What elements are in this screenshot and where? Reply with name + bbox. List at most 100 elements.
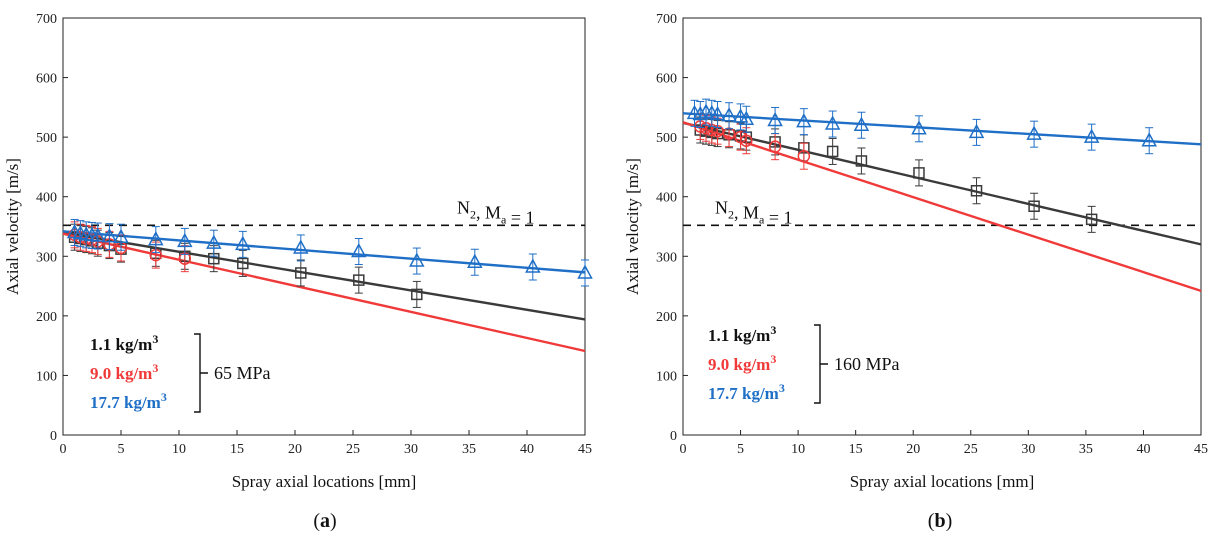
data-point-circle — [740, 134, 753, 147]
legend-label: 17.7 kg/m — [90, 393, 161, 412]
data-point-triangle — [206, 234, 222, 249]
data-point-square — [1085, 213, 1098, 226]
y-tick-label: 500 — [656, 131, 677, 146]
superscript: 3 — [770, 352, 776, 366]
data-point-triangle — [148, 231, 164, 246]
data-point-triangle — [709, 105, 726, 121]
y-tick-label: 700 — [656, 12, 677, 27]
superscript: 3 — [152, 361, 158, 375]
data-point-triangle — [1141, 132, 1157, 147]
y-axis-label: Axial velocity [m/s] — [3, 158, 22, 295]
fit-line-series-3 — [62, 230, 586, 274]
x-tick-label: 35 — [462, 442, 476, 457]
subscript: 2 — [728, 207, 734, 221]
caption-letter: b — [934, 510, 945, 532]
x-tick-label: 15 — [849, 442, 863, 457]
panel-caption: (b) — [928, 510, 952, 532]
legend-entry-1: 1.1 kg/m3 — [708, 323, 776, 345]
data-point-square — [855, 155, 868, 167]
series-3-points — [686, 98, 1157, 155]
legend-label: 1.1 kg/m — [90, 335, 152, 354]
data-point-square — [237, 257, 249, 270]
x-tick-label: 40 — [520, 442, 534, 457]
y-tick-label: 200 — [656, 310, 677, 325]
legend-entry-3: 17.7 kg/m3 — [90, 390, 167, 412]
y-tick-label: 100 — [656, 369, 677, 384]
y-tick-label: 600 — [36, 72, 57, 87]
data-point-square — [913, 167, 925, 179]
x-tick-label: 5 — [737, 442, 744, 457]
data-point-triangle — [767, 111, 783, 127]
legend-entry-1: 1.1 kg/m3 — [90, 332, 158, 354]
x-tick-label: 15 — [230, 442, 244, 457]
y-tick-label: 100 — [36, 369, 57, 384]
reference-line-label: N2, Ma = 1 — [457, 197, 535, 227]
legend-entry-3: 17.7 kg/m3 — [708, 381, 785, 403]
y-tick-label: 0 — [50, 429, 57, 444]
legend-label: 17.7 kg/m — [708, 384, 779, 403]
data-point-square — [295, 267, 307, 279]
y-axis-label: Axial velocity [m/s] — [623, 158, 642, 295]
x-tick-label: 25 — [964, 442, 978, 457]
pressure-label: 160 MPa — [834, 354, 900, 374]
data-point-triangle — [293, 239, 309, 254]
x-tick-label: 30 — [404, 442, 418, 457]
superscript: 3 — [770, 323, 776, 337]
x-axis-label: Spray axial locations [mm] — [850, 472, 1035, 491]
legend-entry-2: 9.0 kg/m3 — [90, 361, 158, 383]
caption-letter: a — [320, 510, 330, 532]
fit-line-series-1 — [62, 231, 586, 321]
fit-line-series-2 — [682, 121, 1202, 292]
chart-panel-a: 0 100 200 300 400 500 600 700 0 5 10 15 20 25 30 35 40 45… — [3, 12, 593, 532]
data-point-triangle — [796, 113, 812, 128]
data-point-triangle — [692, 105, 709, 121]
legend-bracket — [194, 333, 208, 413]
caption-paren: ) — [330, 510, 337, 532]
chart-panel-b: 0 100 200 300 400 500 600 700 0 5 10 15 20 25 30 35 40 45… — [623, 12, 1208, 532]
data-point-triangle — [177, 232, 193, 248]
y-tick-label: 300 — [656, 250, 677, 265]
label-part: , M — [734, 202, 759, 222]
data-point-triangle — [721, 107, 737, 122]
data-point-triangle — [1083, 128, 1100, 143]
x-tick-label: 5 — [118, 442, 125, 457]
label-part: , M — [476, 202, 501, 222]
data-point-square — [826, 145, 839, 158]
data-point-triangle — [577, 264, 593, 279]
data-point-square — [411, 288, 423, 301]
data-point-triangle — [1026, 125, 1042, 140]
subscript: 2 — [470, 207, 476, 221]
y-tick-label: 200 — [36, 310, 57, 325]
plot-frame — [682, 17, 1202, 436]
data-point-circle — [768, 140, 782, 153]
data-point-triangle — [467, 253, 483, 268]
x-tick-label: 0 — [60, 442, 67, 457]
reference-line-label: N2, Ma = 1 — [715, 197, 793, 227]
data-point-square — [970, 185, 983, 197]
data-point-triangle — [101, 228, 118, 243]
x-axis-label: Spray axial locations [mm] — [232, 472, 417, 491]
caption-paren: ( — [313, 510, 320, 532]
data-point-triangle — [824, 115, 841, 130]
data-point-triangle — [525, 258, 541, 273]
data-point-triangle — [113, 228, 129, 243]
data-point-square — [1028, 200, 1040, 212]
y-tick-label: 400 — [36, 191, 57, 206]
legend-label: 9.0 kg/m — [90, 364, 152, 383]
x-tick-label: 45 — [578, 442, 592, 457]
label-part: = 1 — [764, 207, 792, 227]
x-tick-label: 10 — [172, 442, 186, 457]
caption-paren: ) — [946, 510, 953, 532]
data-point-square — [353, 274, 365, 286]
data-point-triangle — [90, 227, 106, 242]
fit-line-series-3 — [682, 112, 1202, 146]
x-tick-label: 25 — [346, 442, 360, 457]
y-tick-label: 0 — [670, 429, 677, 444]
data-point-circle — [797, 149, 811, 163]
data-point-triangle — [351, 242, 367, 258]
label-part: N — [715, 197, 728, 217]
subscript: a — [759, 212, 765, 226]
data-point-triangle — [738, 110, 755, 126]
